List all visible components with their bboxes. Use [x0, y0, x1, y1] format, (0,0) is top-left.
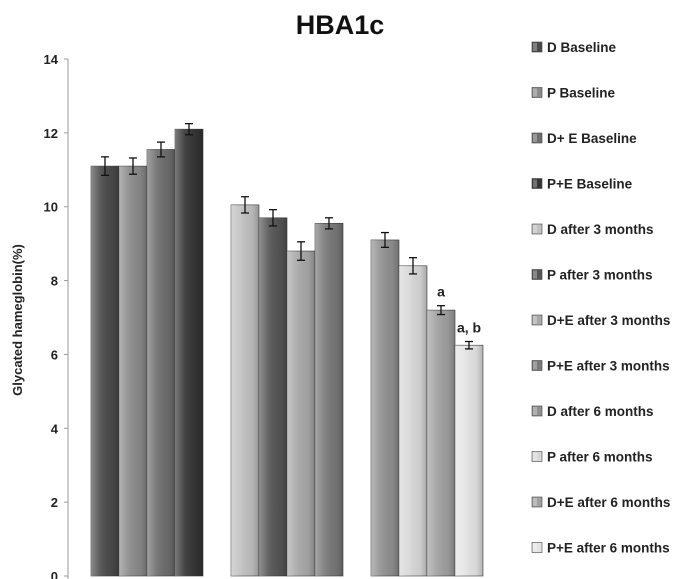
legend-swatch-highlight [533, 43, 537, 51]
legend-swatch-highlight [533, 270, 537, 279]
legend-swatch [531, 132, 543, 144]
y-tick-label: 4 [51, 421, 59, 436]
legend-swatch [531, 223, 543, 235]
legend-label: D after 3 months [547, 222, 654, 237]
legend-swatch-highlight [533, 452, 537, 461]
bar-shading [455, 345, 483, 576]
chart-title: HBA1c [296, 10, 385, 40]
bar-shading [119, 166, 147, 577]
legend-item: D after 3 months [531, 222, 654, 237]
legend-swatch [531, 87, 543, 98]
legend-swatch [531, 41, 543, 53]
y-tick-label: 14 [44, 52, 59, 67]
legend-swatch-highlight [533, 543, 537, 552]
legend-item: P+E after 6 months [531, 541, 670, 556]
bar-shading [175, 129, 203, 576]
legend-label: P after 3 months [547, 268, 653, 283]
bar-shading [91, 166, 119, 577]
bar-shading [259, 217, 287, 577]
y-tick-label: 10 [44, 200, 58, 215]
legend-item: D+E after 3 months [531, 313, 670, 328]
legend-item: D+ E Baseline [531, 131, 637, 146]
legend-item: P Baseline [531, 86, 616, 101]
legend-swatch [531, 405, 543, 417]
y-axis: 0 2 4 6 8 10 12 14 [44, 52, 69, 579]
y-axis-label: Glycated hameglobin(%) [10, 244, 25, 396]
legend-label: D after 6 months [547, 404, 654, 419]
legend-label: P+E after 6 months [547, 541, 670, 556]
legend-swatch [531, 496, 543, 508]
y-tick-label: 6 [51, 347, 58, 362]
legend-swatch-highlight [533, 88, 537, 97]
legend-item: D+E after 6 months [531, 495, 670, 510]
bar-shading [147, 149, 175, 576]
legend-swatch [531, 451, 543, 462]
legend-swatch-highlight [533, 316, 537, 324]
bar-shading [371, 239, 399, 576]
legend-label: P+E Baseline [547, 177, 633, 192]
legend-label: P Baseline [547, 86, 616, 101]
legend-item: P+E Baseline [531, 177, 633, 192]
y-tick-label: 8 [51, 274, 58, 289]
legend-label: D+E after 3 months [547, 313, 670, 328]
legend-swatch-highlight [533, 134, 537, 142]
legend-swatch-highlight [533, 361, 537, 370]
legend-label: D Baseline [547, 40, 617, 55]
bar-shading [315, 223, 343, 576]
legend-swatch-highlight [533, 225, 537, 233]
legend-swatch [531, 360, 543, 371]
y-tick-label: 2 [51, 495, 58, 510]
legend-label: P+E after 3 months [547, 359, 670, 374]
legend-item: P after 3 months [531, 268, 653, 283]
bar-shading [231, 204, 259, 576]
bars-layer: a a, b [90, 122, 484, 577]
bar-shading [399, 265, 427, 576]
legend-swatch-highlight [533, 498, 537, 506]
bar-shading [427, 310, 455, 576]
y-tick-label: 12 [44, 126, 58, 141]
legend-item: P after 6 months [531, 450, 653, 465]
legend-swatch-highlight [533, 407, 537, 415]
bar-shading [287, 251, 315, 576]
legend-swatch [531, 542, 543, 553]
legend-item: D Baseline [531, 40, 617, 55]
legend-label: P after 6 months [547, 450, 653, 465]
legend-item: P+E after 3 months [531, 359, 670, 374]
legend-label: D+E after 6 months [547, 495, 670, 510]
legend-swatch [531, 178, 543, 189]
legend-swatch [531, 269, 543, 280]
legend-label: D+ E Baseline [547, 131, 637, 146]
legend-swatch [531, 314, 543, 326]
bar-annotation: a, b [457, 320, 481, 336]
y-tick-label: 0 [51, 569, 58, 579]
bar-annotation: a [437, 284, 445, 300]
legend: D Baseline P Baseline D+ E Baseline P+E Bas… [531, 40, 670, 556]
legend-swatch-highlight [533, 179, 537, 188]
legend-item: D after 6 months [531, 404, 654, 419]
